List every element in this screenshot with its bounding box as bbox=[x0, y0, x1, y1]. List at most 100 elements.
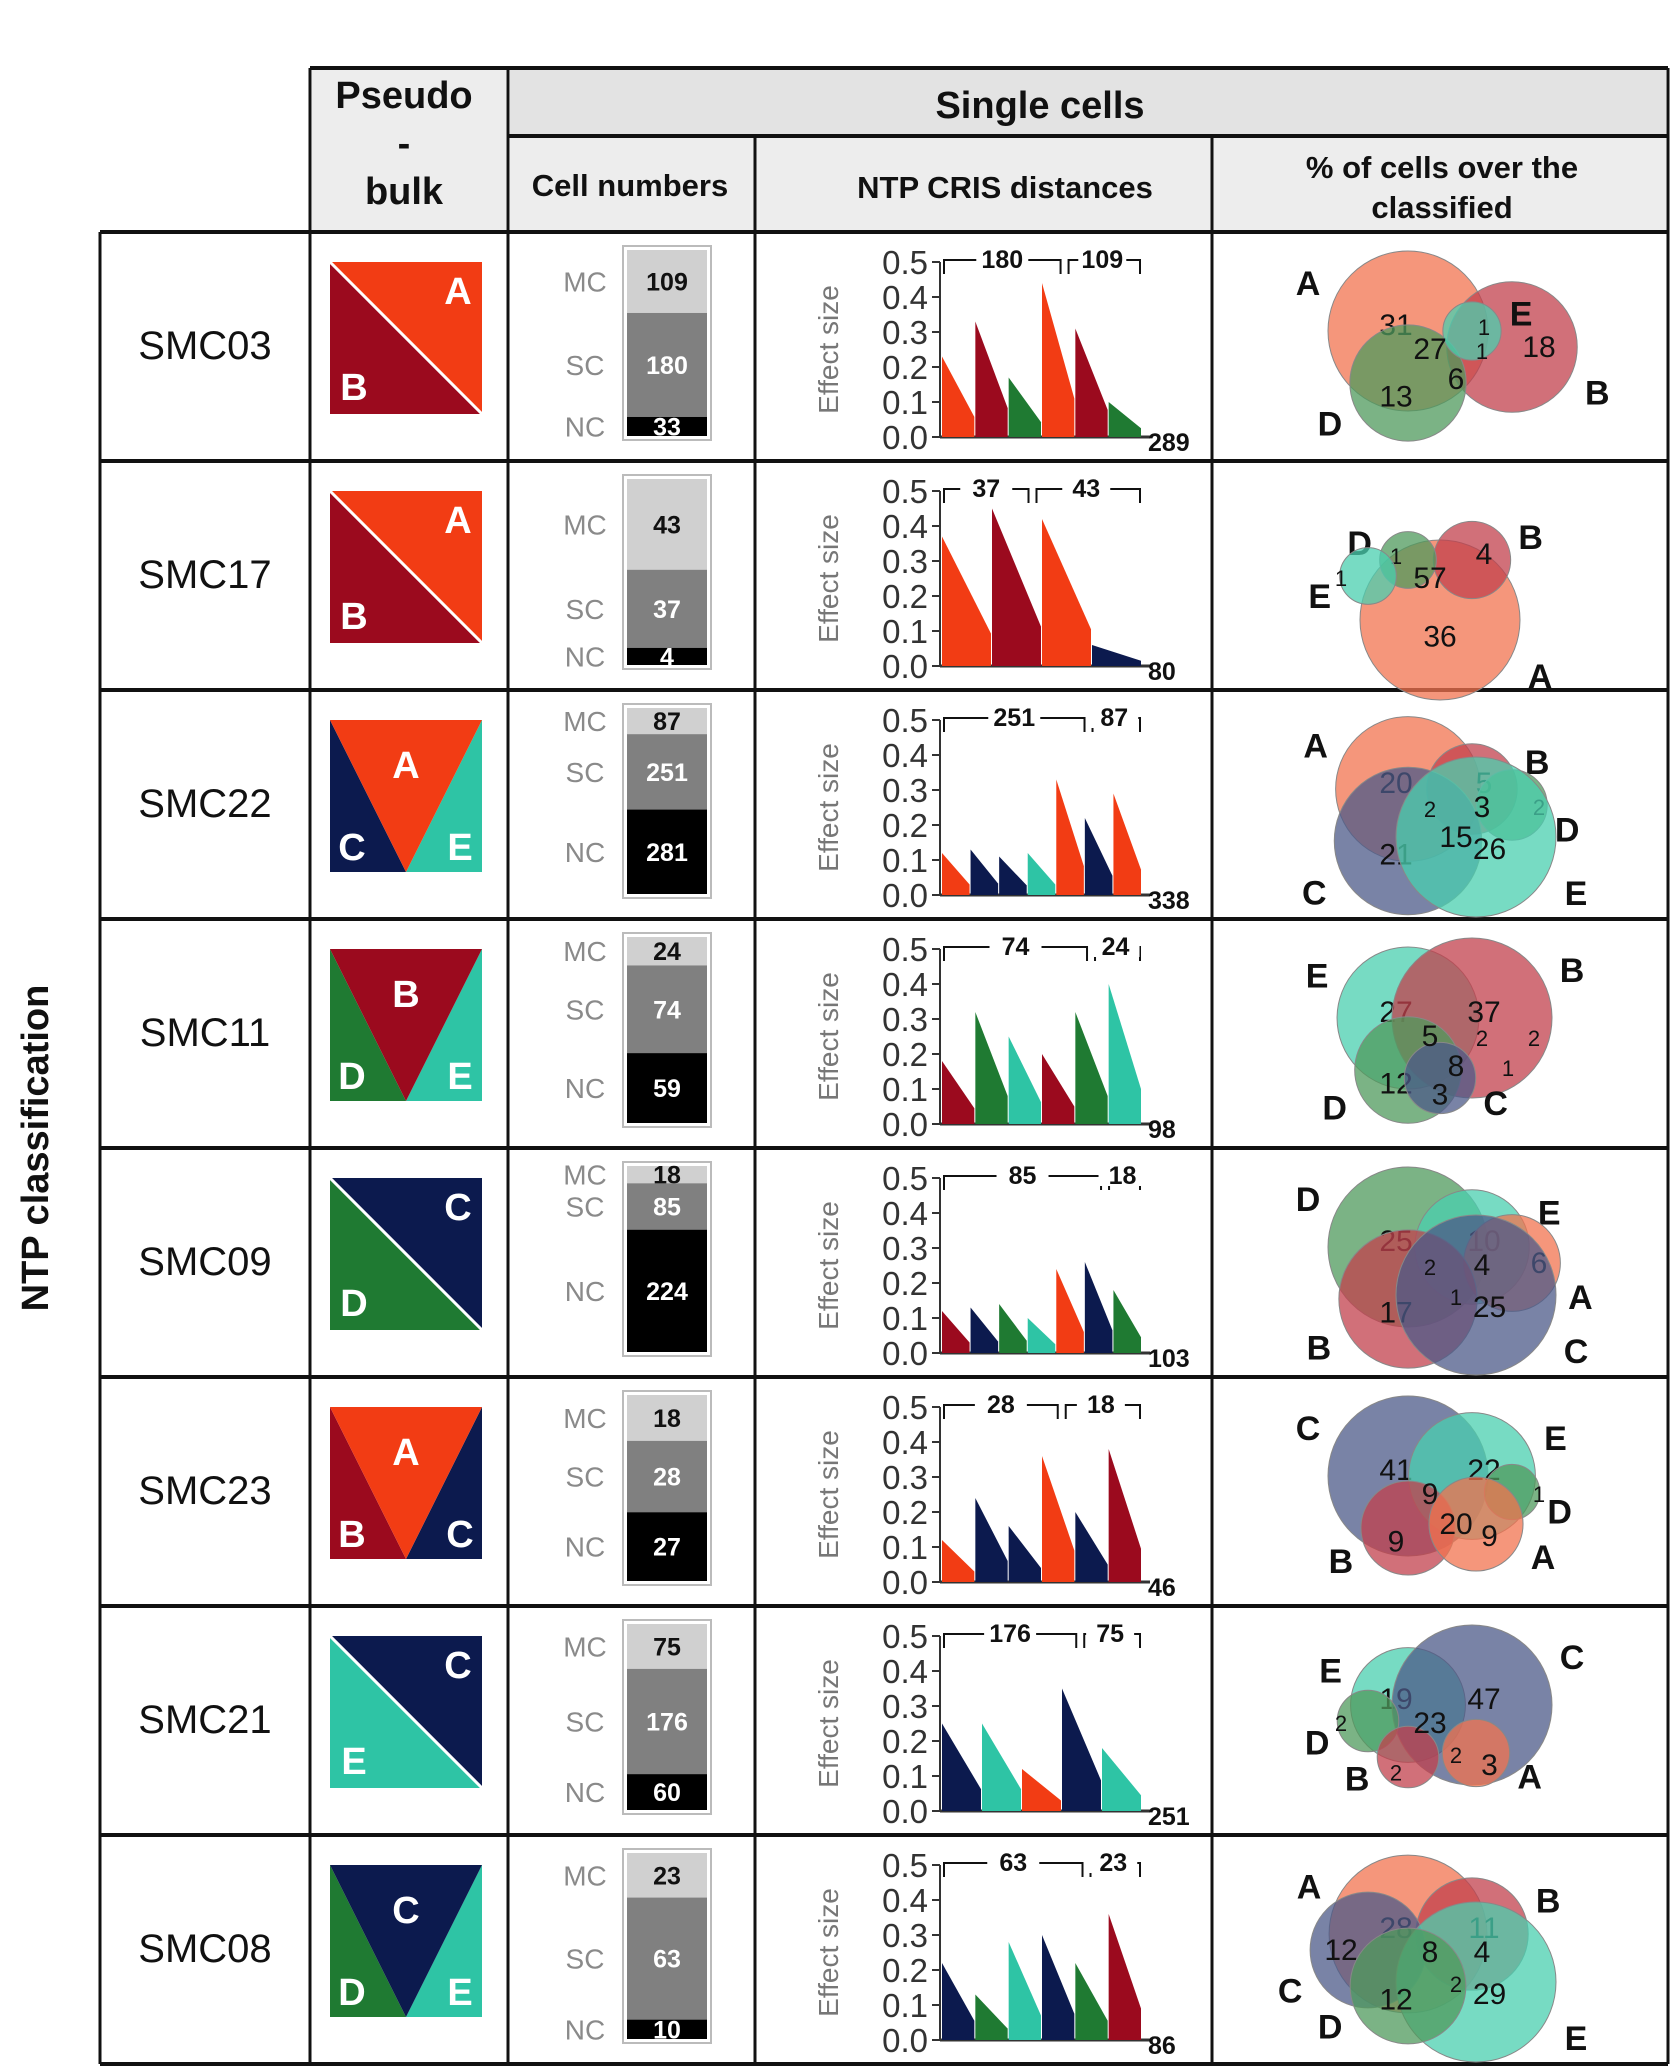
bar-segment-mc bbox=[627, 1395, 707, 1441]
venn-set-label: B bbox=[1585, 375, 1610, 413]
axis-tick-label: 0.0 bbox=[882, 1564, 928, 1601]
axis-tick-label: 0.0 bbox=[882, 1106, 928, 1143]
venn-set-label: D bbox=[1296, 1181, 1321, 1219]
single-header-bg bbox=[510, 70, 1666, 134]
venn-circle-D bbox=[1349, 324, 1467, 442]
cell-number-bar: 23 MC 63 SC 10 NC bbox=[563, 1848, 712, 2045]
tile-letter: D bbox=[340, 1283, 367, 1325]
bar-label-mc: MC bbox=[563, 1160, 607, 1191]
bracket-label: 18 bbox=[1087, 1391, 1115, 1419]
effect-size-segment bbox=[1008, 1942, 1041, 2040]
venn-overlap-value: 57 bbox=[1413, 562, 1446, 595]
venn-overlap-value: 2 bbox=[1450, 1743, 1462, 1768]
tile-letter: D bbox=[338, 1972, 365, 2014]
bar-value-mc: 109 bbox=[646, 268, 688, 296]
bar-segment-sc bbox=[627, 312, 707, 417]
venn-overlap-value: 3 bbox=[1474, 791, 1491, 824]
bracket-label: 87 bbox=[1100, 704, 1128, 732]
venn-diagram: 25D10E6A17B25C214 bbox=[1296, 1166, 1593, 1376]
axis-title: Effect size bbox=[813, 285, 844, 414]
venn-overlap-value: 8 bbox=[1422, 1936, 1439, 1969]
venn-set-label: E bbox=[1308, 578, 1331, 616]
axis-tick-label: 0.3 bbox=[882, 1688, 928, 1725]
venn-overlap-value: 2 bbox=[1424, 1255, 1436, 1280]
bar-segment-mc bbox=[627, 1166, 707, 1184]
bar-label-sc: SC bbox=[566, 994, 605, 1025]
effect-size-chart: Effect size 0.00.10.20.30.40.5 180 109 289 bbox=[813, 244, 1190, 457]
effect-size-segment bbox=[1075, 1963, 1108, 2040]
effect-size-segment bbox=[1108, 984, 1141, 1124]
bar-value-nc: 4 bbox=[660, 643, 674, 671]
axis-tick-label: 0.3 bbox=[882, 314, 928, 351]
cell-number-bar: 75 MC 176 SC 60 NC bbox=[563, 1619, 712, 1815]
venn-region-value: 3 bbox=[1432, 1079, 1449, 1112]
bar-segment-nc bbox=[627, 416, 707, 436]
bar-label-sc: SC bbox=[566, 1191, 605, 1222]
bar-frame bbox=[622, 1390, 712, 1586]
venn-region-value: 18 bbox=[1522, 331, 1555, 364]
total-cell-count: 103 bbox=[1148, 1345, 1190, 1373]
bracket-label-bg bbox=[1086, 1620, 1135, 1644]
tile-letter: A bbox=[392, 745, 419, 787]
bar-frame bbox=[622, 932, 712, 1128]
effect-size-segment bbox=[1102, 1748, 1141, 1811]
effect-size-segment bbox=[1042, 1456, 1075, 1582]
bracket-label: 43 bbox=[1072, 475, 1100, 503]
bar-segment-sc bbox=[627, 734, 707, 810]
bar-label-nc: NC bbox=[565, 1777, 605, 1808]
tile-letter: C bbox=[444, 1645, 471, 1687]
venn-set-label: A bbox=[1568, 1279, 1593, 1317]
bar-value-mc: 43 bbox=[653, 511, 681, 539]
axis-title: Effect size bbox=[813, 1659, 844, 1788]
bar-label-mc: MC bbox=[563, 936, 607, 967]
effect-size-segment bbox=[1113, 793, 1141, 895]
venn-set-label: C bbox=[1302, 875, 1327, 913]
total-cell-count: 46 bbox=[1148, 1574, 1176, 1602]
venn-set-label: E bbox=[1510, 296, 1533, 334]
bar-segment-mc bbox=[627, 1624, 707, 1669]
axis-tick-label: 0.1 bbox=[882, 384, 928, 421]
venn-region-value: 29 bbox=[1473, 1978, 1506, 2011]
bracket-label: 37 bbox=[972, 475, 1000, 503]
bar-label-nc: NC bbox=[565, 641, 605, 672]
effect-size-segment bbox=[1056, 779, 1084, 895]
tile-letter: C bbox=[338, 827, 365, 869]
effect-size-segment bbox=[970, 849, 999, 895]
venn-circle-E bbox=[1442, 301, 1502, 361]
bar-value-mc: 18 bbox=[653, 1405, 681, 1433]
bar-segment-sc bbox=[627, 1440, 707, 1513]
venn-diagram: 28A11B12C29E12D824 bbox=[1278, 1854, 1587, 2063]
bar-value-nc: 60 bbox=[653, 1779, 681, 1807]
bar-label-mc: MC bbox=[563, 706, 607, 737]
venn-circle-C bbox=[1395, 1214, 1557, 1376]
venn-set-label: B bbox=[1329, 1543, 1354, 1581]
bracket-label-bg bbox=[1076, 1391, 1125, 1415]
axis-title: Effect size bbox=[813, 743, 844, 872]
bracket-label-bg bbox=[1089, 1849, 1138, 1873]
venn-overlap-value: 8 bbox=[1448, 1050, 1465, 1083]
tile-letter: D bbox=[338, 1056, 365, 1098]
venn-set-label: D bbox=[1305, 1725, 1330, 1763]
axis-tick-label: 0.1 bbox=[882, 1529, 928, 1566]
bar-label-nc: NC bbox=[565, 837, 605, 868]
bar-label-nc: NC bbox=[565, 1276, 605, 1307]
pseudo-bulk-tile: AB C bbox=[330, 1407, 482, 1559]
sample-label: SMC08 bbox=[138, 1927, 271, 1971]
effect-size-segment bbox=[1108, 1914, 1141, 2040]
venn-circle-E bbox=[1395, 756, 1557, 918]
axis-tick-label: 0.5 bbox=[882, 1160, 928, 1197]
axis-tick-label: 0.0 bbox=[882, 2022, 928, 2059]
tile-diagonal bbox=[328, 1634, 484, 1790]
bar-value-mc: 87 bbox=[653, 708, 681, 736]
cell-number-bar: 43 MC 37 SC 4 NC bbox=[563, 474, 712, 672]
bar-value-nc: 10 bbox=[653, 2016, 681, 2044]
venn-overlap-value: 1 bbox=[1450, 1285, 1462, 1310]
bar-label-nc: NC bbox=[565, 2014, 605, 2045]
tile-letter: A bbox=[444, 271, 471, 313]
bracket-label-bg bbox=[996, 1162, 1049, 1186]
